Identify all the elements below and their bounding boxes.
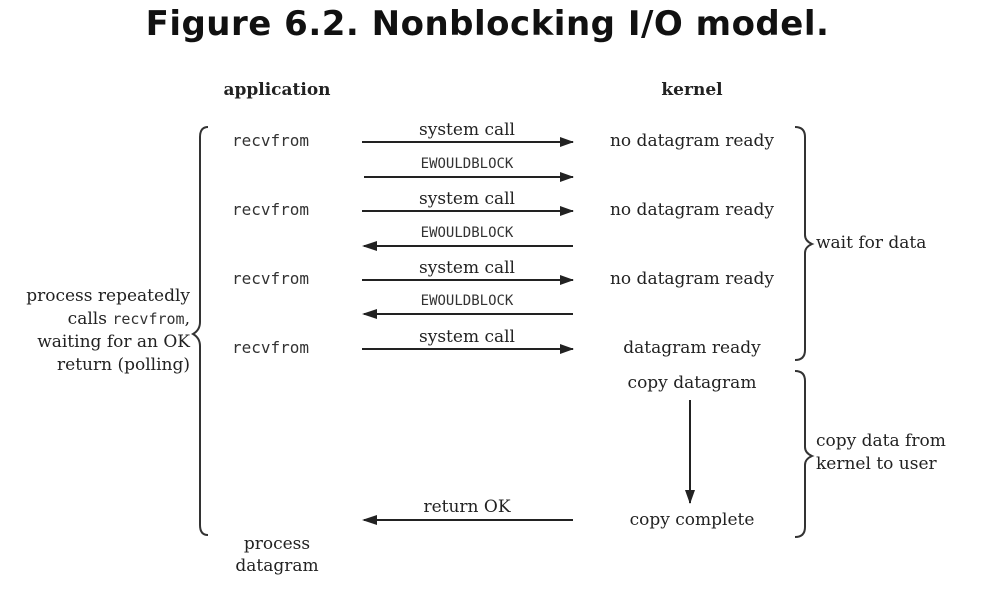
wait-for-data-label: wait for data bbox=[816, 233, 927, 253]
kernel-status-label: no datagram ready bbox=[609, 269, 775, 289]
return-ok-label: return OK bbox=[423, 497, 511, 517]
kernel-status-label: no datagram ready bbox=[609, 131, 775, 151]
recvfrom-label: recvfrom bbox=[232, 338, 310, 357]
return-ok-arrowhead bbox=[362, 515, 377, 525]
polling-note-code: recvfrom bbox=[112, 310, 185, 328]
polling-note: process repeatedly calls recvfrom, waiti… bbox=[26, 285, 190, 377]
right-brace-wait bbox=[794, 126, 815, 361]
kernel-header: kernel bbox=[661, 80, 723, 100]
polling-note-line4: return (polling) bbox=[57, 355, 190, 375]
figure-title: Figure 6.2. Nonblocking I/O model. bbox=[145, 4, 830, 44]
copy-data-note: copy data from kernel to user bbox=[816, 430, 946, 476]
ewouldblock-arrowhead-3 bbox=[362, 309, 377, 319]
process-datagram-label: process datagram bbox=[235, 533, 318, 577]
polling-note-line2-suffix: , bbox=[184, 309, 190, 329]
polling-note-line2: calls recvfrom, bbox=[26, 308, 190, 331]
copy-data-note-line1: copy data from bbox=[816, 431, 946, 451]
polling-note-line3: waiting for an OK bbox=[37, 332, 190, 352]
ewouldblock-label: EWOULDBLOCK bbox=[420, 225, 514, 241]
copy-data-note-line2: kernel to user bbox=[816, 454, 937, 474]
left-brace bbox=[190, 126, 209, 536]
polling-note-line2-prefix: calls bbox=[67, 309, 113, 329]
copy-datagram-label: copy datagram bbox=[627, 373, 757, 393]
recvfrom-label: recvfrom bbox=[232, 200, 310, 219]
application-header: application bbox=[223, 80, 331, 100]
system-call-label: system call bbox=[419, 120, 515, 140]
recvfrom-label: recvfrom bbox=[232, 269, 310, 288]
polling-note-line1: process repeatedly bbox=[26, 286, 190, 306]
copy-complete-label: copy complete bbox=[629, 510, 755, 530]
system-call-label: system call bbox=[419, 189, 515, 209]
ewouldblock-label: EWOULDBLOCK bbox=[420, 156, 514, 172]
ewouldblock-arrowhead-2 bbox=[362, 241, 377, 251]
system-call-label: system call bbox=[419, 327, 515, 347]
kernel-status-label: datagram ready bbox=[623, 338, 761, 358]
recvfrom-label: recvfrom bbox=[232, 131, 310, 150]
kernel-status-label: no datagram ready bbox=[609, 200, 775, 220]
ewouldblock-label: EWOULDBLOCK bbox=[420, 293, 514, 309]
process-label-line2: datagram bbox=[235, 556, 319, 576]
system-call-label: system call bbox=[419, 258, 515, 278]
process-label-line1: process bbox=[243, 534, 311, 554]
right-brace-copy bbox=[794, 370, 815, 538]
